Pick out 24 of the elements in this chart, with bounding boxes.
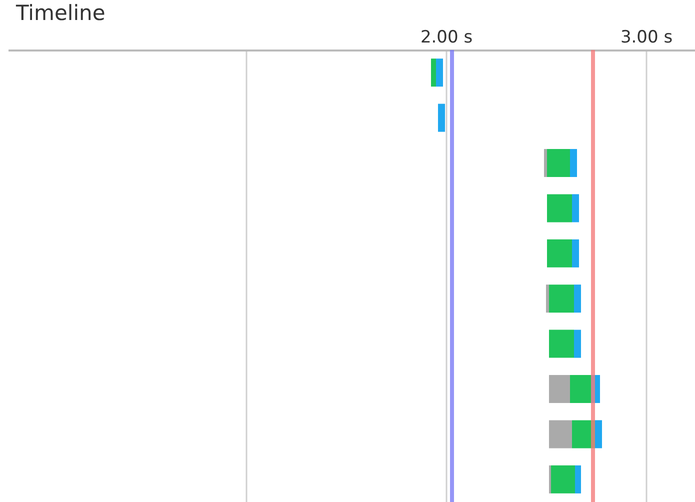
bar: [570, 148, 577, 178]
bar: [544, 148, 547, 178]
bar: [547, 239, 572, 268]
bar: [570, 374, 591, 404]
chart-title: Timeline: [15, 1, 106, 25]
bar: [438, 104, 445, 132]
bar: [436, 58, 443, 87]
x-tick-label: 2.00 s: [420, 28, 473, 48]
bar: [595, 420, 602, 448]
bar: [549, 284, 574, 313]
bar: [547, 148, 570, 178]
bar: [549, 374, 570, 404]
bar: [431, 58, 436, 87]
bar: [546, 284, 549, 313]
x-tick-label: 3.00 s: [620, 28, 673, 48]
bar: [575, 465, 581, 494]
bar: [551, 465, 575, 494]
bar: [574, 330, 581, 358]
bar: [574, 284, 581, 313]
bar: [572, 239, 579, 268]
bar: [549, 330, 574, 358]
bar: [572, 194, 579, 222]
bar: [549, 420, 572, 448]
bar: [547, 194, 572, 222]
